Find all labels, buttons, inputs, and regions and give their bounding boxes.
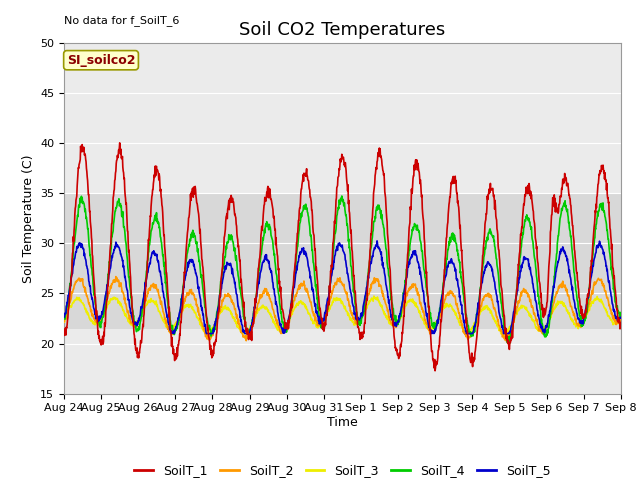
Title: Soil CO2 Temperatures: Soil CO2 Temperatures <box>239 21 445 39</box>
Bar <box>64 193 621 328</box>
Y-axis label: Soil Temperature (C): Soil Temperature (C) <box>22 154 35 283</box>
X-axis label: Time: Time <box>327 416 358 429</box>
Legend: SoilT_1, SoilT_2, SoilT_3, SoilT_4, SoilT_5: SoilT_1, SoilT_2, SoilT_3, SoilT_4, Soil… <box>129 459 556 480</box>
Text: SI_soilco2: SI_soilco2 <box>67 54 135 67</box>
Text: No data for f_SoilT_6: No data for f_SoilT_6 <box>64 15 179 26</box>
